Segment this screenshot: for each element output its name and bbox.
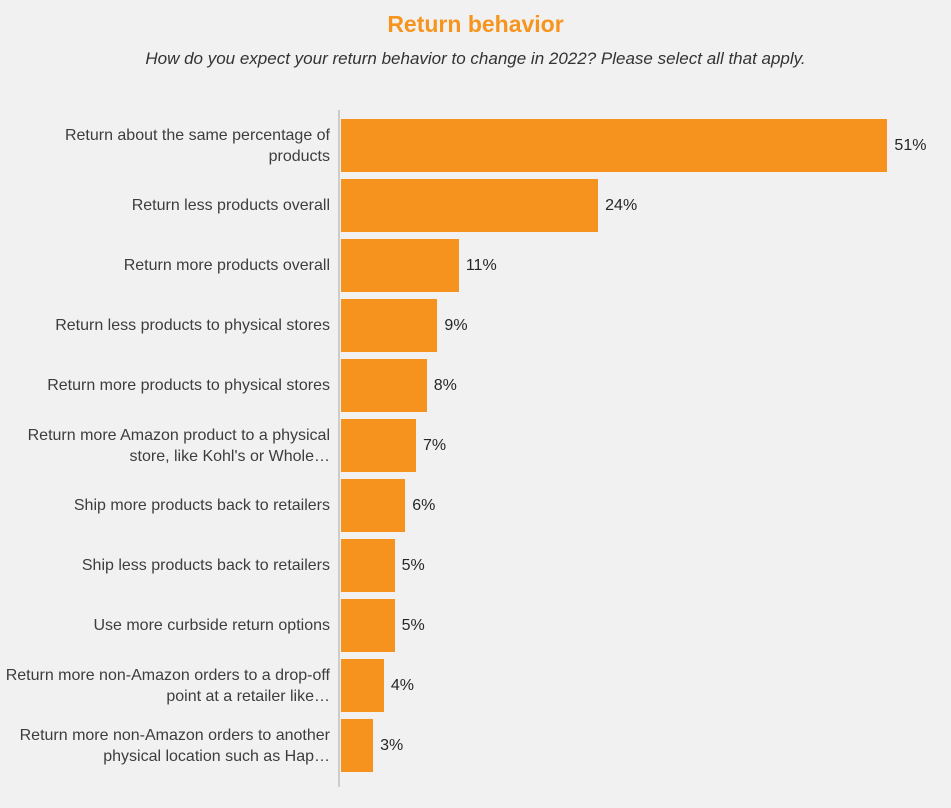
category-label: Ship less products back to retailers bbox=[81, 557, 330, 574]
bar-row: Return about the same percentage of prod… bbox=[0, 119, 951, 172]
bar-track: 51% bbox=[341, 119, 941, 172]
bar-track: 8% bbox=[341, 359, 941, 412]
bar-row: Return more non-Amazon orders to another… bbox=[0, 719, 951, 772]
category-label: Return more products to physical stores bbox=[47, 377, 330, 394]
value-label: 5% bbox=[401, 616, 425, 634]
bar bbox=[341, 659, 384, 712]
bar-track: 3% bbox=[341, 719, 941, 772]
bar-row: Return more non-Amazon orders to a drop-… bbox=[0, 659, 951, 712]
bar-track: 5% bbox=[341, 539, 941, 592]
bar-row: Ship more products back to retailers 6% bbox=[0, 479, 951, 532]
bar bbox=[341, 299, 438, 352]
bar-track: 11% bbox=[341, 239, 941, 292]
bar bbox=[341, 239, 459, 292]
category-label: Return more products overall bbox=[123, 257, 330, 274]
bar bbox=[341, 419, 416, 472]
bar bbox=[341, 359, 427, 412]
category-label: Return more non-Amazon orders to a drop-… bbox=[5, 666, 330, 705]
value-label: 4% bbox=[390, 676, 414, 694]
bar-row: Return less products overall 24% bbox=[0, 179, 951, 232]
value-label: 5% bbox=[401, 556, 425, 574]
bar-track: 7% bbox=[341, 419, 941, 472]
value-label: 3% bbox=[380, 736, 404, 754]
category-label: Use more curbside return options bbox=[93, 617, 330, 634]
bar-row: Use more curbside return options 5% bbox=[0, 599, 951, 652]
category-label: Return less products overall bbox=[131, 197, 330, 214]
value-label: 24% bbox=[605, 196, 638, 214]
bar bbox=[341, 539, 395, 592]
chart-subtitle: How do you expect your return behavior t… bbox=[145, 49, 806, 68]
chart-title: Return behavior bbox=[387, 11, 564, 37]
value-label: 51% bbox=[894, 136, 927, 154]
category-label: Return less products to physical stores bbox=[55, 317, 330, 334]
bar-track: 5% bbox=[341, 599, 941, 652]
bar-track: 4% bbox=[341, 659, 941, 712]
value-label: 11% bbox=[465, 256, 497, 274]
category-label: Return about the same percentage of prod… bbox=[64, 126, 330, 165]
bar-row: Return more products overall 11% bbox=[0, 239, 951, 292]
value-label: 8% bbox=[433, 376, 457, 394]
bar bbox=[341, 479, 406, 532]
bar bbox=[341, 119, 888, 172]
value-label: 7% bbox=[423, 436, 447, 454]
plot-area: Return about the same percentage of prod… bbox=[0, 110, 951, 787]
category-label: Return more Amazon product to a physical… bbox=[27, 426, 330, 465]
bar bbox=[341, 719, 374, 772]
bar bbox=[341, 599, 395, 652]
bar-row: Ship less products back to retailers 5% bbox=[0, 539, 951, 592]
category-label: Ship more products back to retailers bbox=[73, 497, 330, 514]
bar-track: 6% bbox=[341, 479, 941, 532]
bar-track: 24% bbox=[341, 179, 941, 232]
value-label: 9% bbox=[444, 316, 468, 334]
bar-row: Return less products to physical stores … bbox=[0, 299, 951, 352]
chart-header: Return behavior How do you expect your r… bbox=[0, 10, 951, 70]
bar bbox=[341, 179, 599, 232]
bar-row: Return more Amazon product to a physical… bbox=[0, 419, 951, 472]
bar-row: Return more products to physical stores … bbox=[0, 359, 951, 412]
value-label: 6% bbox=[412, 496, 436, 514]
category-label: Return more non-Amazon orders to another… bbox=[19, 726, 330, 765]
y-axis-line bbox=[338, 110, 340, 787]
bar-track: 9% bbox=[341, 299, 941, 352]
